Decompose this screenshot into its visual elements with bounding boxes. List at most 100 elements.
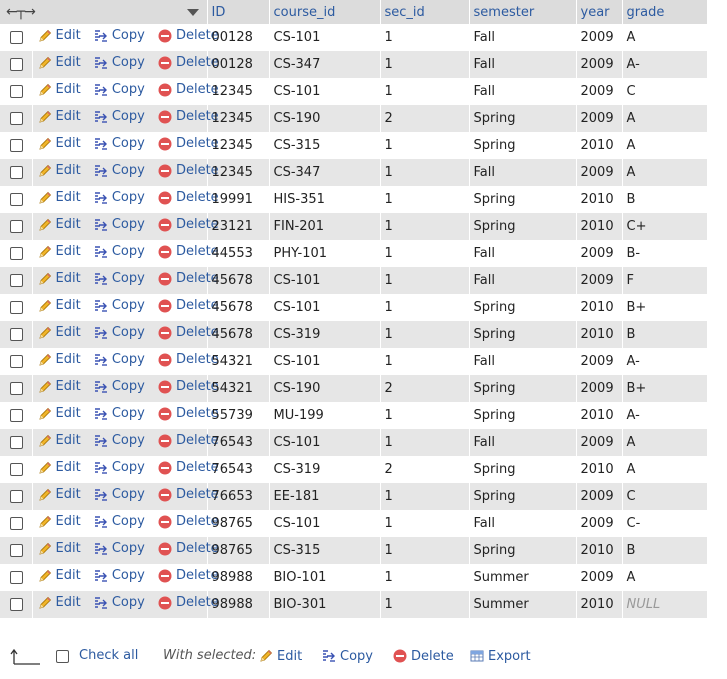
cell-sec-id[interactable]: 1: [380, 483, 470, 510]
edit-button[interactable]: Edit: [37, 136, 81, 152]
edit-button[interactable]: Edit: [37, 109, 81, 125]
delete-button[interactable]: Delete: [157, 163, 219, 179]
edit-button[interactable]: Edit: [37, 325, 81, 341]
cell-id[interactable]: 12345: [207, 159, 270, 186]
cell-id[interactable]: 12345: [207, 132, 270, 159]
cell-id[interactable]: 54321: [207, 375, 270, 402]
cell-grade[interactable]: B-: [622, 240, 708, 267]
cell-year[interactable]: 2009: [576, 78, 623, 105]
cell-id[interactable]: 44553: [207, 240, 270, 267]
copy-button[interactable]: Copy: [93, 217, 145, 233]
bulk-delete-button[interactable]: Delete: [392, 648, 454, 664]
edit-button[interactable]: Edit: [37, 433, 81, 449]
delete-button[interactable]: Delete: [157, 406, 219, 422]
cell-id[interactable]: 55739: [207, 402, 270, 429]
delete-button[interactable]: Delete: [157, 136, 219, 152]
cell-year[interactable]: 2010: [576, 537, 623, 564]
copy-button[interactable]: Copy: [93, 379, 145, 395]
cell-course-id[interactable]: BIO-301: [269, 591, 381, 618]
cell-id[interactable]: 00128: [207, 24, 270, 51]
edit-button[interactable]: Edit: [37, 217, 81, 233]
delete-button[interactable]: Delete: [157, 568, 219, 584]
cell-grade[interactable]: A: [622, 105, 708, 132]
cell-sec-id[interactable]: 2: [380, 105, 470, 132]
edit-button[interactable]: Edit: [37, 82, 81, 98]
cell-semester[interactable]: Fall: [469, 24, 577, 51]
row-checkbox[interactable]: [10, 571, 23, 584]
copy-button[interactable]: Copy: [93, 163, 145, 179]
edit-button[interactable]: Edit: [37, 487, 81, 503]
row-checkbox[interactable]: [10, 463, 23, 476]
cell-semester[interactable]: Fall: [469, 78, 577, 105]
cell-sec-id[interactable]: 1: [380, 186, 470, 213]
cell-course-id[interactable]: FIN-201: [269, 213, 381, 240]
copy-button[interactable]: Copy: [93, 433, 145, 449]
sort-dropdown-icon[interactable]: [187, 9, 199, 16]
row-checkbox[interactable]: [10, 220, 23, 233]
edit-button[interactable]: Edit: [37, 568, 81, 584]
cell-year[interactable]: 2009: [576, 240, 623, 267]
delete-button[interactable]: Delete: [157, 82, 219, 98]
cell-sec-id[interactable]: 2: [380, 375, 470, 402]
cell-grade[interactable]: B: [622, 321, 708, 348]
cell-year[interactable]: 2009: [576, 429, 623, 456]
cell-course-id[interactable]: CS-101: [269, 24, 381, 51]
cell-course-id[interactable]: BIO-101: [269, 564, 381, 591]
cell-id[interactable]: 12345: [207, 78, 270, 105]
copy-button[interactable]: Copy: [93, 487, 145, 503]
cell-year[interactable]: 2010: [576, 213, 623, 240]
cell-grade[interactable]: A: [622, 456, 708, 483]
cell-grade[interactable]: A: [622, 564, 708, 591]
copy-button[interactable]: Copy: [93, 541, 145, 557]
delete-button[interactable]: Delete: [157, 244, 219, 260]
cell-id[interactable]: 45678: [207, 294, 270, 321]
cell-semester[interactable]: Fall: [469, 348, 577, 375]
bulk-copy-button[interactable]: Copy: [321, 648, 373, 664]
copy-button[interactable]: Copy: [93, 352, 145, 368]
copy-button[interactable]: Copy: [93, 28, 145, 44]
copy-button[interactable]: Copy: [93, 244, 145, 260]
bulk-edit-button[interactable]: Edit: [258, 648, 302, 664]
delete-button[interactable]: Delete: [157, 271, 219, 287]
cell-year[interactable]: 2009: [576, 483, 623, 510]
cell-semester[interactable]: Spring: [469, 132, 577, 159]
row-checkbox[interactable]: [10, 31, 23, 44]
edit-button[interactable]: Edit: [37, 190, 81, 206]
cell-semester[interactable]: Summer: [469, 591, 577, 618]
cell-grade[interactable]: A-: [622, 51, 708, 78]
cell-grade[interactable]: C: [622, 78, 708, 105]
cell-year[interactable]: 2010: [576, 294, 623, 321]
delete-button[interactable]: Delete: [157, 352, 219, 368]
cell-course-id[interactable]: CS-190: [269, 105, 381, 132]
delete-button[interactable]: Delete: [157, 460, 219, 476]
cell-course-id[interactable]: EE-181: [269, 483, 381, 510]
delete-button[interactable]: Delete: [157, 298, 219, 314]
cell-sec-id[interactable]: 1: [380, 213, 470, 240]
edit-button[interactable]: Edit: [37, 379, 81, 395]
cell-year[interactable]: 2009: [576, 267, 623, 294]
delete-button[interactable]: Delete: [157, 541, 219, 557]
delete-button[interactable]: Delete: [157, 28, 219, 44]
cell-year[interactable]: 2009: [576, 51, 623, 78]
edit-button[interactable]: Edit: [37, 55, 81, 71]
cell-semester[interactable]: Spring: [469, 213, 577, 240]
cell-course-id[interactable]: CS-347: [269, 159, 381, 186]
cell-semester[interactable]: Spring: [469, 537, 577, 564]
row-checkbox[interactable]: [10, 166, 23, 179]
cell-semester[interactable]: Spring: [469, 186, 577, 213]
row-checkbox[interactable]: [10, 328, 23, 341]
cell-year[interactable]: 2010: [576, 186, 623, 213]
edit-button[interactable]: Edit: [37, 244, 81, 260]
cell-id[interactable]: 19991: [207, 186, 270, 213]
cell-sec-id[interactable]: 1: [380, 591, 470, 618]
cell-grade[interactable]: A-: [622, 348, 708, 375]
cell-course-id[interactable]: CS-315: [269, 537, 381, 564]
cell-year[interactable]: 2010: [576, 456, 623, 483]
cell-course-id[interactable]: HIS-351: [269, 186, 381, 213]
cell-id[interactable]: 54321: [207, 348, 270, 375]
delete-button[interactable]: Delete: [157, 217, 219, 233]
cell-id[interactable]: 00128: [207, 51, 270, 78]
check-all-checkbox[interactable]: [56, 650, 69, 663]
cell-year[interactable]: 2009: [576, 105, 623, 132]
column-resize-arrows[interactable]: ←┬→: [0, 0, 208, 24]
